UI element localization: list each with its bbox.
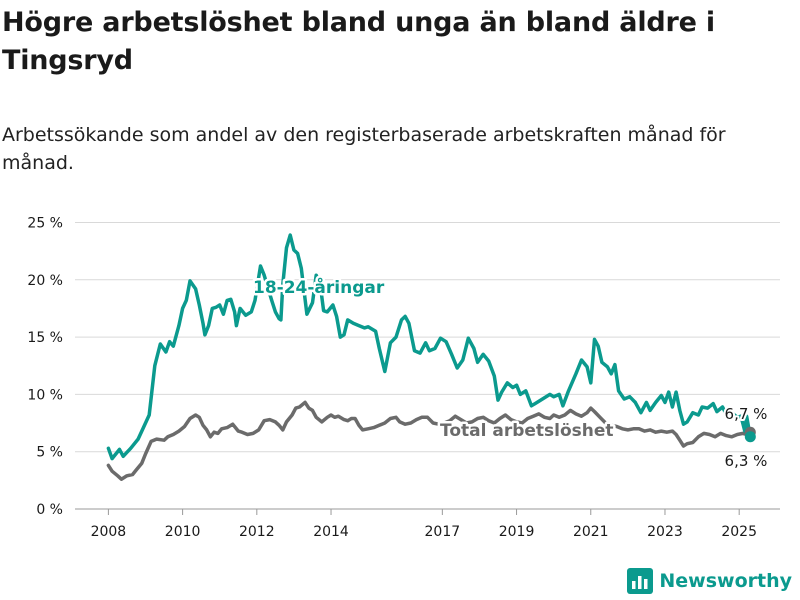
end-label-total: 6,7 % — [725, 405, 768, 423]
series-line-youth — [106, 233, 753, 461]
y-tick-label: 5 % — [36, 445, 63, 461]
bar-chart-logo-icon — [627, 568, 654, 594]
x-tick-label: 2021 — [573, 524, 609, 540]
y-tick-label: 25 % — [27, 215, 63, 231]
end-point-youth — [744, 431, 756, 443]
x-tick-label: 2012 — [239, 524, 275, 540]
x-tick-label: 2010 — [165, 524, 201, 540]
brand-logo: Newsworthy — [627, 568, 792, 594]
x-tick-label: 2017 — [425, 524, 461, 540]
grid-layer: 0 % 5 % 10 % 15 % 20 % 25 % 2008 2010 2012 2014 20… — [27, 215, 780, 540]
y-tick-label: 0 % — [36, 502, 63, 518]
page-subtitle: Arbetssökande som andel av den registerb… — [2, 124, 726, 174]
x-tick-label: 2019 — [499, 524, 535, 540]
series-layer — [106, 233, 756, 481]
series-label-total: Total arbetslöshet — [440, 421, 614, 441]
series-label-youth: 18-24-åringar — [253, 276, 385, 298]
brand-name: Newsworthy — [659, 570, 792, 592]
x-tick-label: 2025 — [721, 524, 757, 540]
series-line-total — [106, 400, 753, 481]
end-label-youth: 6,3 % — [725, 452, 768, 470]
page-title: Högre arbetslöshet bland unga än bland ä… — [2, 7, 715, 76]
x-tick-label: 2023 — [647, 524, 683, 540]
y-tick-label: 10 % — [27, 387, 63, 403]
x-tick-label: 2008 — [91, 524, 127, 540]
x-tick-label: 2014 — [313, 524, 349, 540]
label-layer: 18-24-åringar Total arbetslöshet 6,7 % 6,3 … — [251, 274, 770, 473]
y-tick-label: 20 % — [27, 273, 63, 289]
y-tick-label: 15 % — [27, 330, 63, 346]
